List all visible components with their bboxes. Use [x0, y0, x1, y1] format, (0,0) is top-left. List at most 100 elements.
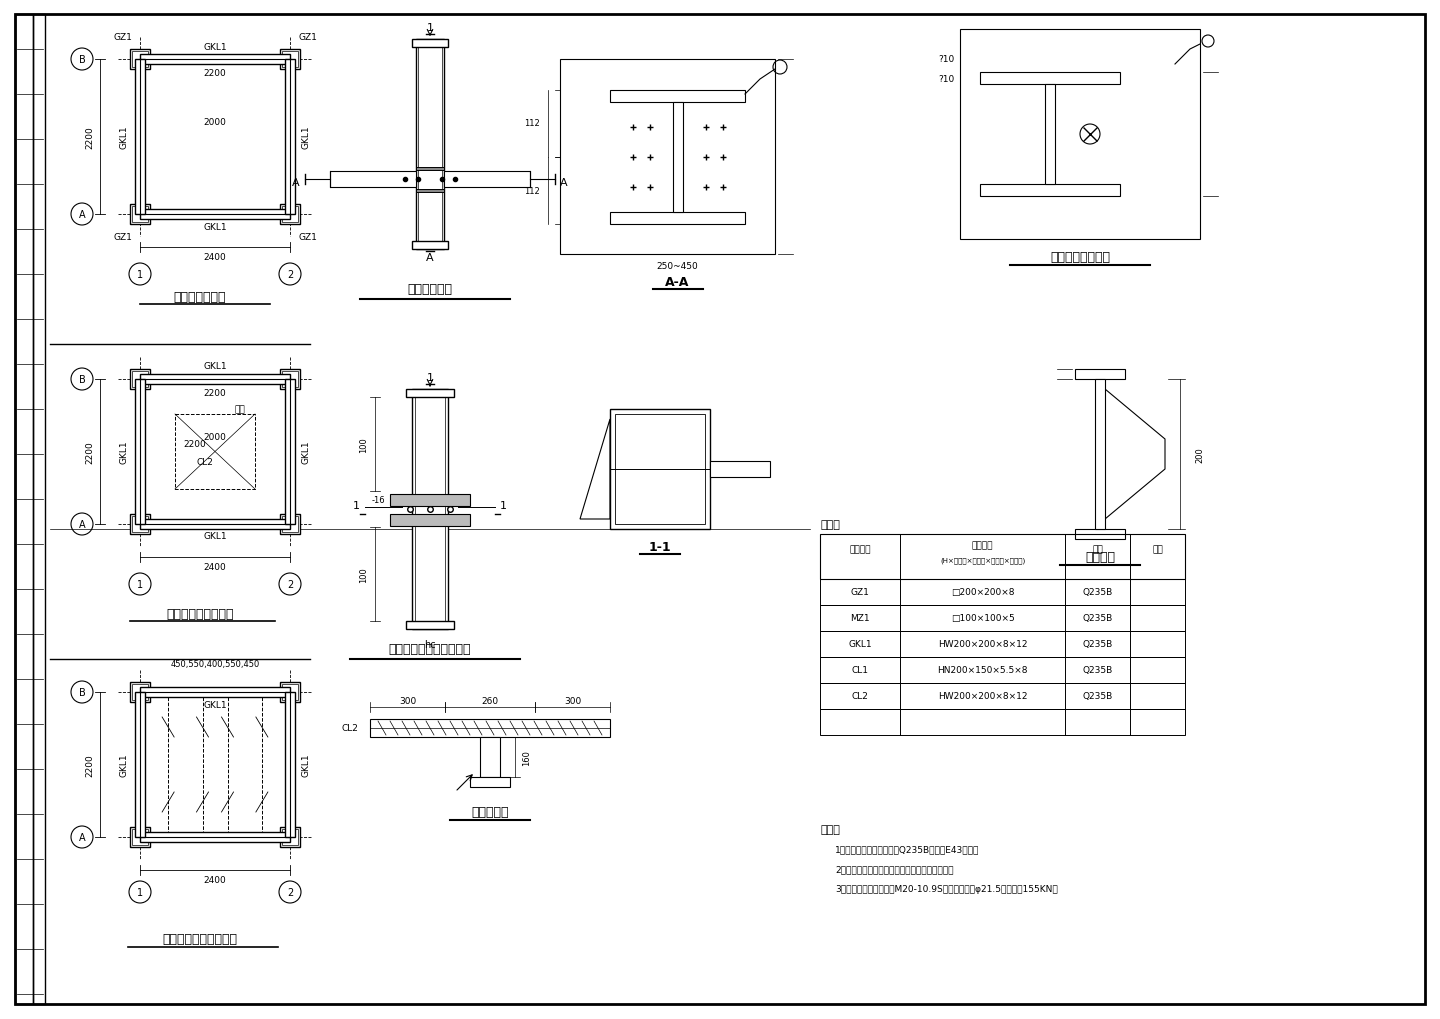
Text: A: A: [560, 178, 567, 187]
Bar: [282, 685, 298, 700]
Bar: [415, 392, 445, 627]
Text: 2: 2: [287, 580, 294, 589]
Text: GKL1: GKL1: [203, 362, 228, 371]
Bar: [390, 494, 469, 506]
Bar: [390, 515, 469, 527]
Text: 160: 160: [523, 749, 531, 765]
Text: 112: 112: [524, 119, 540, 128]
Bar: [282, 207, 298, 223]
Bar: [370, 719, 611, 738]
Text: ?10: ?10: [939, 75, 955, 85]
Text: 2000: 2000: [203, 433, 226, 441]
Bar: [135, 60, 145, 215]
Text: Q235B: Q235B: [1083, 613, 1113, 623]
Text: 2200: 2200: [203, 389, 226, 398]
Text: 2200: 2200: [85, 126, 95, 149]
Bar: [130, 205, 150, 225]
Bar: [140, 210, 289, 220]
Text: GKL1: GKL1: [203, 532, 228, 541]
Bar: [140, 375, 289, 384]
Text: GZ1: GZ1: [114, 34, 132, 43]
Text: GKL1: GKL1: [848, 640, 871, 649]
Text: 300: 300: [564, 697, 582, 706]
Text: B: B: [79, 375, 85, 384]
Bar: [819, 657, 1185, 684]
Text: 说明：: 说明：: [819, 824, 840, 835]
Bar: [140, 833, 289, 842]
Bar: [412, 389, 448, 630]
Text: 箱形柱的工地拼接示意图: 箱形柱的工地拼接示意图: [389, 643, 471, 656]
Bar: [130, 515, 150, 535]
Text: 1: 1: [137, 888, 143, 897]
Text: A: A: [426, 253, 433, 263]
Text: HW200×200×8×12: HW200×200×8×12: [937, 640, 1027, 649]
Bar: [285, 60, 295, 215]
Text: GKL1: GKL1: [120, 440, 128, 464]
Bar: [135, 692, 145, 838]
Bar: [672, 102, 683, 212]
Text: 100: 100: [359, 437, 369, 452]
Text: 112: 112: [524, 186, 540, 196]
Text: 3、其它未注明的螺栓为M20-10.9S高强螺栓，孔φ21.5，预拉力155KN。: 3、其它未注明的螺栓为M20-10.9S高强螺栓，孔φ21.5，预拉力155KN…: [835, 884, 1058, 894]
Bar: [981, 184, 1120, 197]
Text: 2000: 2000: [203, 118, 226, 127]
Text: 1: 1: [137, 270, 143, 280]
Text: GKL1: GKL1: [301, 125, 311, 149]
Bar: [132, 685, 148, 700]
Bar: [176, 415, 255, 489]
Text: 1、钢柱与钢梁的材质均为Q235B，焊条E43系列。: 1、钢柱与钢梁的材质均为Q235B，焊条E43系列。: [835, 845, 979, 854]
Bar: [279, 370, 300, 389]
Text: 2: 2: [287, 270, 294, 280]
Text: 1: 1: [500, 500, 507, 511]
Text: Q235B: Q235B: [1083, 692, 1113, 701]
Text: (H×腹板高×腹板厚×翼缘宽×翼缘厚): (H×腹板高×腹板厚×翼缘宽×翼缘厚): [940, 556, 1025, 564]
Text: 机房层构件平面布置图: 机房层构件平面布置图: [163, 932, 238, 946]
Bar: [469, 777, 510, 788]
Text: 截面编号: 截面编号: [850, 544, 871, 553]
Text: GKL1: GKL1: [203, 43, 228, 51]
Text: GZ1: GZ1: [851, 588, 870, 597]
Bar: [819, 684, 1185, 709]
Text: □100×100×5: □100×100×5: [950, 613, 1014, 623]
Bar: [1045, 85, 1056, 184]
Bar: [819, 709, 1185, 736]
Text: 2200: 2200: [85, 753, 95, 776]
Bar: [135, 380, 145, 525]
Bar: [710, 462, 770, 478]
Bar: [819, 535, 1185, 580]
Bar: [330, 172, 416, 187]
Polygon shape: [580, 420, 611, 520]
Bar: [1076, 370, 1125, 380]
Bar: [130, 827, 150, 847]
Text: Q235B: Q235B: [1083, 665, 1113, 675]
Bar: [140, 688, 289, 697]
Bar: [611, 410, 710, 530]
Bar: [132, 207, 148, 223]
Bar: [279, 205, 300, 225]
Bar: [444, 172, 530, 187]
Text: GKL1: GKL1: [120, 753, 128, 776]
Text: 200: 200: [1195, 446, 1204, 463]
Text: 材料: 材料: [1092, 544, 1103, 553]
Polygon shape: [1104, 389, 1165, 520]
Bar: [33, 15, 45, 1004]
Text: 300: 300: [399, 697, 416, 706]
Bar: [282, 829, 298, 845]
Text: 构件平面布置图: 构件平面布置图: [174, 291, 226, 305]
Text: Q235B: Q235B: [1083, 640, 1113, 649]
Text: □200×200×8: □200×200×8: [950, 588, 1014, 597]
Text: 梁梁铰接连接节点: 梁梁铰接连接节点: [1050, 252, 1110, 264]
Text: GKL1: GKL1: [203, 222, 228, 231]
Text: 250~450: 250~450: [657, 262, 698, 271]
Text: 2400: 2400: [203, 562, 226, 572]
Text: GZ1: GZ1: [114, 232, 132, 242]
Bar: [132, 829, 148, 845]
Bar: [132, 517, 148, 533]
Bar: [140, 520, 289, 530]
Text: A: A: [79, 210, 85, 220]
Text: CL2: CL2: [341, 723, 359, 733]
Text: GKL1: GKL1: [203, 701, 228, 710]
Bar: [1076, 530, 1125, 539]
Bar: [480, 738, 500, 777]
Text: GZ1: GZ1: [298, 232, 317, 242]
